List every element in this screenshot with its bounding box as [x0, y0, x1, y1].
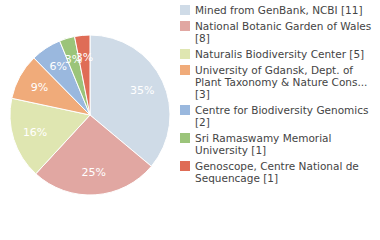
html-text:National Botanic Garden of Wal: National Botanic Garden of Wales [8] — [195, 20, 372, 44]
svg-text:3%: 3% — [64, 53, 83, 67]
html-text:University of Gdansk, Dept. of: University of Gdansk, Dept. of Plant Tax… — [195, 64, 368, 100]
svg-text:6%: 6% — [49, 60, 67, 74]
html-text:Mined from GenBank, NCBI [11]: Mined from GenBank, NCBI [11] — [195, 4, 363, 16]
html-text:Genoscope, Centre National de: Genoscope, Centre National de Sequencage… — [195, 160, 359, 184]
html-text:Sri Ramaswamy Memorial Univers: Sri Ramaswamy Memorial University [1] — [195, 132, 332, 156]
svg-text:16%: 16% — [23, 126, 47, 139]
html-text:Naturalis Biodiversity Center: Naturalis Biodiversity Center [5] — [195, 48, 365, 60]
html-text:Centre for Biodiversity Genomi: Centre for Biodiversity Genomics [2] — [195, 104, 369, 128]
svg-text:9%: 9% — [31, 81, 48, 94]
svg-text:35%: 35% — [130, 84, 154, 97]
svg-text:3%: 3% — [76, 51, 93, 64]
svg-text:25%: 25% — [82, 166, 106, 179]
